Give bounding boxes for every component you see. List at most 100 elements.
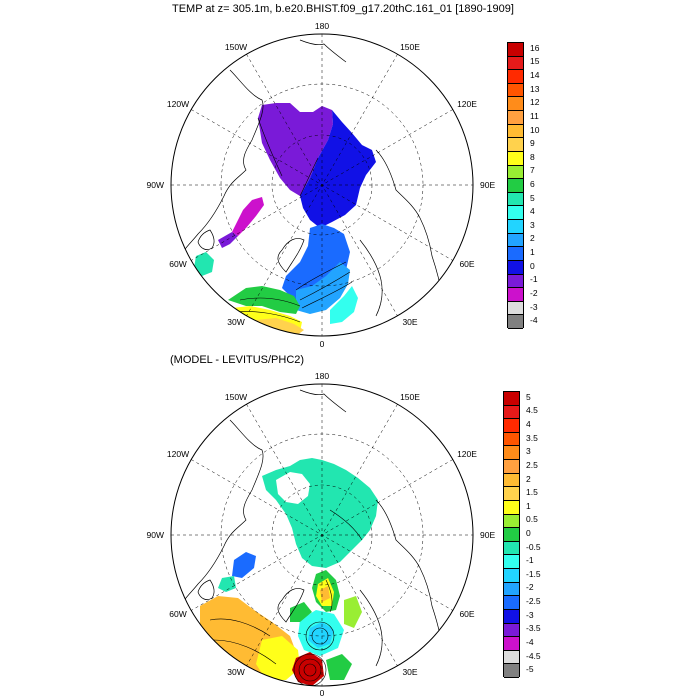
lon-label-0: 0	[320, 339, 325, 349]
colorbar-swatch	[508, 124, 523, 139]
colorbar-swatch	[508, 111, 523, 125]
colorbar-swatch	[508, 206, 523, 221]
colorbar-swatch	[504, 582, 519, 597]
colorbar-label: 2	[530, 233, 535, 244]
colorbar-swatch	[508, 43, 523, 57]
colorbar-swatch	[504, 609, 519, 624]
colorbar-label: 4	[530, 206, 535, 217]
field-atlantic-green	[228, 286, 300, 314]
colorbar-label: -3	[526, 609, 534, 620]
lon-label-120w: 120W	[167, 449, 189, 459]
lon-label-180: 180	[315, 21, 329, 31]
field-barents	[330, 286, 358, 324]
lon-label-60e: 60E	[459, 609, 474, 619]
lon-label-150w: 150W	[225, 42, 247, 52]
field-magenta-channel	[232, 197, 264, 236]
colorbar-label: 12	[530, 97, 540, 108]
colorbar-swatch	[508, 301, 523, 316]
lon-label-150w: 150W	[225, 392, 247, 402]
lon-label-30e: 30E	[402, 667, 417, 677]
colorbar-swatch	[504, 569, 519, 583]
lon-label-90e: 90E	[480, 180, 495, 190]
colorbar-label: 6	[530, 179, 535, 189]
colorbar-label: -3.5	[526, 623, 541, 634]
contours-panel-2	[209, 509, 363, 686]
lon-label-120w: 120W	[167, 99, 189, 109]
graticule-panel-1	[171, 34, 473, 336]
colorbar-label: 10	[530, 124, 540, 135]
colorbar-swatch	[508, 192, 523, 207]
colorbar-swatch	[504, 419, 519, 433]
colorbar-label: 8	[530, 151, 535, 162]
colorbar-label: 4.5	[526, 405, 538, 416]
colorbar-label: 1	[526, 500, 531, 511]
coastlines-panel-2	[177, 389, 443, 667]
colorbar-swatch	[504, 541, 519, 556]
colorbar-swatch	[508, 165, 523, 180]
map-panel-1: 180 0 90W 90E 150W 120W 150E 120E 60W 30…	[147, 21, 496, 349]
colorbar-label: -1	[530, 274, 538, 285]
colorbar-swatch	[504, 446, 519, 461]
colorbar-label: 0	[530, 260, 535, 271]
colorbar-label: 7	[530, 165, 535, 176]
diff-atlantic-yellow	[256, 636, 300, 680]
colorbar-swatch	[508, 220, 523, 234]
lon-label-30w: 30W	[227, 317, 244, 327]
colorbar-swatch	[508, 274, 523, 289]
colorbar-label: -1.5	[526, 568, 541, 579]
colorbar-label: 4	[526, 419, 531, 430]
colorbar-swatch	[504, 392, 519, 406]
lon-label-30w: 30W	[227, 667, 244, 677]
colorbar-swatch	[508, 56, 523, 71]
graticule-panel-2	[171, 384, 473, 686]
colorbar-swatch	[504, 487, 519, 501]
colorbar-label: -2	[526, 582, 534, 593]
colorbar-swatch	[508, 97, 523, 112]
lon-label-150e: 150E	[400, 42, 420, 52]
colorbar-label: 2.5	[526, 459, 538, 470]
colorbar-swatch	[508, 138, 523, 152]
colorbar-swatch	[504, 596, 519, 610]
colorbar-label: 1	[530, 247, 535, 258]
colorbar-label: 0.5	[526, 514, 538, 525]
colorbar-swatch	[504, 528, 519, 542]
lon-label-60e: 60E	[459, 259, 474, 269]
lon-label-60w: 60W	[169, 609, 186, 619]
colorbar-label: 13	[530, 83, 540, 94]
lon-label-90w: 90W	[147, 530, 164, 540]
colorbar-swatch	[504, 664, 519, 678]
colorbar-swatch	[504, 514, 519, 529]
colorbar-panel-2	[503, 391, 520, 678]
colorbar-swatch	[508, 247, 523, 261]
colorbar-label: -2.5	[526, 596, 541, 607]
colorbar-swatch	[504, 650, 519, 665]
colorbar-label: 3	[530, 219, 535, 230]
colorbar-swatch	[504, 500, 519, 515]
panel1-title: TEMP at z= 305.1m, b.e20.BHIST.f09_g17.2…	[172, 3, 514, 15]
colorbar-label: -1	[526, 555, 534, 566]
contours-panel-1	[235, 117, 353, 323]
colorbar-label: 0	[526, 528, 531, 538]
colorbar-swatch	[504, 623, 519, 638]
colorbar-label: -4	[530, 315, 538, 326]
lon-label-60w: 60W	[169, 259, 186, 269]
field-blue-basin	[300, 110, 376, 228]
field-purple-basin	[258, 103, 333, 196]
colorbar-label: -4.5	[526, 650, 541, 661]
colorbar-label: 2	[526, 473, 531, 484]
colorbar-label: 14	[530, 70, 540, 81]
colorbar-swatch	[504, 460, 519, 474]
lon-label-90e: 90E	[480, 530, 495, 540]
colorbar-swatch	[504, 555, 519, 570]
field-purple-channel	[218, 232, 238, 248]
colorbar-label: -4	[526, 636, 534, 647]
colorbar-label: -2	[530, 287, 538, 298]
colorbar-label: -3	[530, 301, 538, 312]
colorbar-swatch	[508, 233, 523, 248]
colorbar-label: 11	[530, 110, 539, 121]
diff-arctic-basin	[262, 458, 378, 568]
field-labrador	[194, 252, 214, 276]
lon-label-120e: 120E	[457, 449, 477, 459]
colorbar-swatch	[504, 405, 519, 420]
